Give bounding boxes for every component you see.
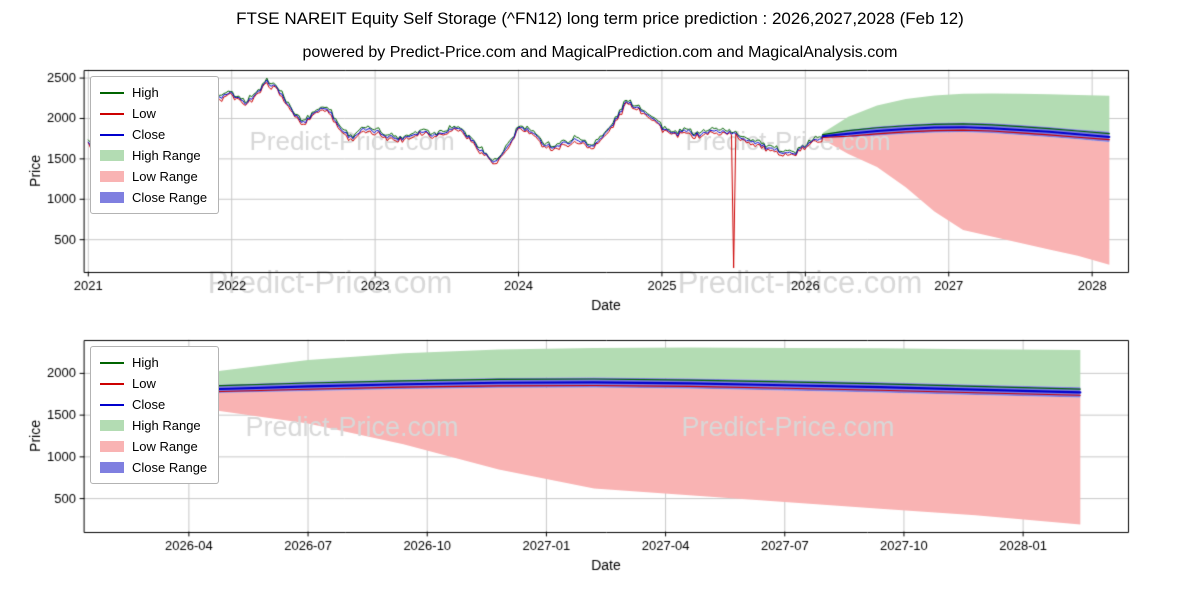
- legend-label-high-range: High Range: [132, 148, 201, 163]
- legend-label-low: Low: [132, 376, 156, 391]
- legend-patch-swatch-high-range: [100, 420, 124, 431]
- legend-line-swatch-high: [100, 91, 124, 94]
- legend-patch-swatch-high-range: [100, 150, 124, 161]
- legend-patch-swatch-close-range: [100, 462, 124, 473]
- chart-subtitle: powered by Predict-Price.com and Magical…: [302, 44, 898, 61]
- legend-item-close: Close: [100, 125, 207, 144]
- legend-label-high: High: [132, 85, 159, 100]
- legend-patch-swatch-low-range: [100, 171, 124, 182]
- legend-label-close-range: Close Range: [132, 460, 208, 475]
- legend-bottom: High Low Close High Range Low Range Close Ran…: [90, 346, 220, 484]
- legend-patch-swatch-low-range: [100, 441, 124, 452]
- legend-item-low-range: Low Range: [100, 437, 207, 456]
- legend-item-high-range: High Range: [100, 416, 207, 435]
- legend-label-low: Low: [132, 106, 156, 121]
- legend-label-close: Close: [132, 397, 166, 412]
- legend-item-high: High: [100, 353, 207, 372]
- legend-line-swatch-high: [100, 361, 124, 364]
- legend-item-close-range: Close Range: [100, 458, 207, 477]
- legend-patch-swatch-close-range: [100, 192, 124, 203]
- legend-item-low: Low: [100, 374, 207, 393]
- legend-line-swatch-close: [100, 133, 124, 136]
- legend-top: High Low Close High Range Low Range Close Ran…: [90, 76, 220, 214]
- legend-item-close-range: Close Range: [100, 188, 207, 207]
- legend-label-low-range: Low Range: [132, 439, 198, 454]
- legend-label-high-range: High Range: [132, 418, 201, 433]
- legend-label-low-range: Low Range: [132, 169, 198, 184]
- legend-item-close: Close: [100, 395, 207, 414]
- legend-line-swatch-close: [100, 403, 124, 406]
- legend-line-swatch-low: [100, 112, 124, 115]
- legend-item-high-range: High Range: [100, 146, 207, 165]
- chart-title: FTSE NAREIT Equity Self Storage (^FN12) …: [236, 9, 964, 28]
- legend-label-close: Close: [132, 127, 166, 142]
- legend-item-low-range: Low Range: [100, 167, 207, 186]
- legend-label-high: High: [132, 355, 159, 370]
- legend-item-high: High: [100, 83, 207, 102]
- legend-label-close-range: Close Range: [132, 190, 208, 205]
- legend-item-low: Low: [100, 104, 207, 123]
- legend-line-swatch-low: [100, 382, 124, 385]
